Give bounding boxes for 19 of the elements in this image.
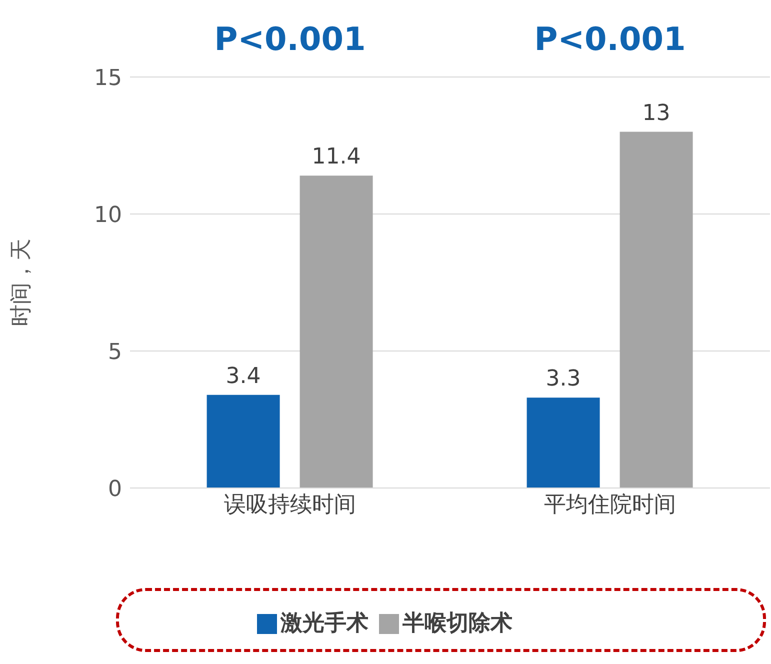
legend-label: 激光手术: [280, 611, 368, 636]
y-axis-title: 时间，天: [8, 238, 34, 326]
bar: [206, 394, 280, 488]
x-tick-label: 平均住院时间: [544, 492, 676, 518]
y-tick-label: 10: [94, 202, 122, 228]
data-label: 13: [642, 100, 670, 126]
y-tick-label: 15: [94, 66, 122, 91]
bar: [526, 398, 600, 488]
bar: [620, 132, 693, 488]
bar: [300, 176, 373, 488]
y-tick-label: 0: [108, 476, 122, 502]
data-label: 3.3: [546, 366, 581, 392]
data-label: 3.4: [226, 364, 261, 389]
x-tick-label: 误吸持续时间: [224, 492, 356, 518]
text: P<0.001: [533, 20, 687, 58]
data-label: 11.4: [312, 144, 361, 170]
legend-label: 半喉切除术: [402, 611, 512, 636]
text: P<0.001: [213, 20, 367, 58]
y-tick-label: 5: [108, 340, 122, 365]
